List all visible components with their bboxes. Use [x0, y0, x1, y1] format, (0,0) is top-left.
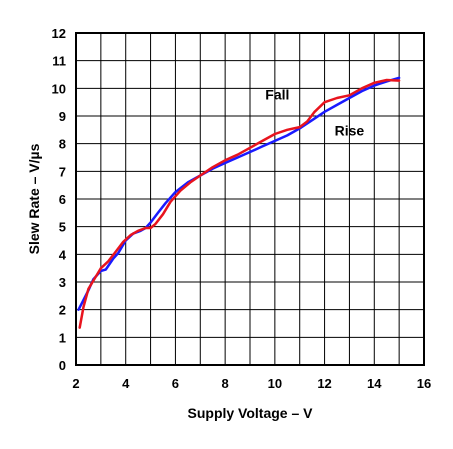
y-tick-label: 1 — [59, 330, 66, 345]
y-tick-label: 3 — [59, 275, 66, 290]
annotation-rise: Rise — [335, 122, 365, 138]
series-annotations: Fall Rise — [265, 86, 364, 138]
y-tick-label: 2 — [59, 303, 66, 318]
plot-series — [77, 76, 401, 329]
annotation-fall: Fall — [265, 86, 289, 102]
series-line-rise — [77, 76, 401, 311]
plot-frame — [75, 32, 425, 366]
y-tick-label: 6 — [59, 192, 66, 207]
series-line-fall — [78, 78, 401, 329]
x-tick-label: 16 — [417, 376, 431, 391]
y-tick-label: 0 — [59, 358, 66, 373]
x-tick-label: 2 — [72, 376, 79, 391]
y-tick-label: 10 — [52, 81, 66, 96]
y-axis-title: Slew Rate – V/µs — [26, 143, 42, 254]
x-tick-label: 12 — [317, 376, 331, 391]
x-tick-label: 10 — [268, 376, 282, 391]
x-tick-label: 4 — [122, 376, 130, 391]
x-tick-label: 8 — [222, 376, 229, 391]
x-tick-label: 14 — [367, 376, 382, 391]
y-tick-label: 12 — [52, 26, 66, 41]
x-axis-title: Supply Voltage – V — [188, 405, 314, 421]
y-tick-label: 8 — [59, 137, 66, 152]
x-tick-label: 6 — [172, 376, 179, 391]
y-tick-label: 7 — [59, 164, 66, 179]
y-tick-label: 9 — [59, 109, 66, 124]
y-tick-label: 4 — [59, 247, 67, 262]
y-tick-label: 11 — [52, 54, 66, 69]
y-tick-label: 5 — [59, 220, 66, 235]
